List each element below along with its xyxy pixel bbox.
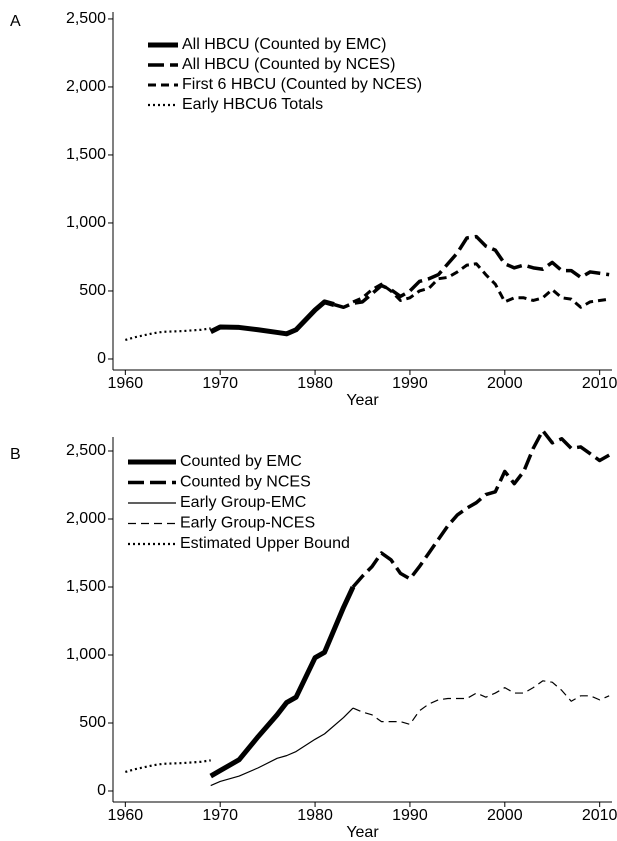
x-tick-label: 2010 (582, 375, 617, 392)
series-line (125, 327, 211, 341)
y-tick-label: 2,000 (66, 78, 106, 95)
y-tick-label: 1,500 (66, 578, 106, 595)
y-tick-label: 1,000 (66, 646, 106, 663)
series-line (333, 234, 610, 310)
x-axis-label: Year (346, 392, 379, 409)
series-line (352, 262, 610, 309)
legend-label: All HBCU (Counted by NCES) (182, 56, 395, 73)
x-tick-label: 1970 (202, 375, 238, 392)
x-tick-label: 1990 (392, 807, 428, 824)
x-tick-label: 1970 (202, 807, 238, 824)
x-tick-label: 2000 (487, 375, 523, 392)
y-tick-label: 500 (79, 714, 106, 731)
legend-label: Early Group-EMC (180, 494, 306, 511)
legend-label: First 6 HBCU (Counted by NCES) (182, 76, 422, 93)
y-tick-label: 0 (97, 782, 106, 799)
legend-label: Early HBCU6 Totals (182, 96, 323, 113)
series-line (351, 428, 611, 589)
series-line (209, 585, 356, 779)
x-axis-label: Year (346, 824, 379, 841)
y-tick-label: 500 (79, 282, 106, 299)
y-tick-label: 2,000 (66, 510, 106, 527)
legend-label: Estimated Upper Bound (180, 535, 350, 552)
y-tick-label: 0 (97, 350, 106, 367)
series-line (209, 299, 335, 337)
legend-label: Early Group-NCES (180, 515, 315, 532)
panel-label: A (10, 13, 21, 30)
x-tick-label: 1990 (392, 375, 428, 392)
panel-label: B (10, 446, 21, 463)
x-tick-label: 1980 (297, 375, 333, 392)
x-tick-label: 1980 (297, 807, 333, 824)
legend-label: Counted by NCES (180, 474, 311, 491)
y-tick-label: 1,000 (66, 214, 106, 231)
y-tick-label: 1,500 (66, 146, 106, 163)
x-tick-label: 1960 (108, 807, 144, 824)
series-line (352, 680, 610, 725)
x-tick-label: 2000 (487, 807, 523, 824)
legend-label: All HBCU (Counted by EMC) (182, 36, 387, 53)
x-tick-label: 1960 (108, 375, 144, 392)
series-line (125, 759, 211, 774)
legend-label: Counted by EMC (180, 453, 302, 470)
series-line (210, 707, 354, 787)
y-tick-label: 2,500 (66, 10, 106, 27)
x-tick-label: 2010 (582, 807, 617, 824)
y-tick-label: 2,500 (66, 442, 106, 459)
